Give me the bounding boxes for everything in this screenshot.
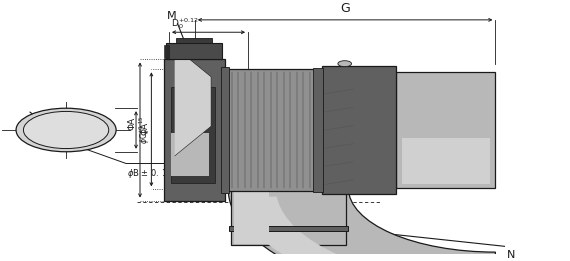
Bar <box>229 226 348 232</box>
Bar <box>234 189 269 244</box>
Bar <box>165 60 225 200</box>
Text: F: F <box>174 125 179 134</box>
Text: N: N <box>507 250 515 259</box>
Text: $\phi$B ± 0. 10: $\phi$B ± 0. 10 <box>128 167 174 180</box>
PathPatch shape <box>174 47 211 156</box>
Text: ΦA: ΦA <box>128 117 137 130</box>
Bar <box>171 87 215 183</box>
Wedge shape <box>235 197 477 261</box>
Text: M: M <box>168 11 177 21</box>
Bar <box>225 69 316 191</box>
Circle shape <box>16 108 116 152</box>
Bar <box>231 188 345 245</box>
Wedge shape <box>228 188 495 261</box>
Text: ΦA: ΦA <box>141 122 149 135</box>
Text: D$^{+0.12}_{0}$: D$^{+0.12}_{0}$ <box>170 16 198 31</box>
Circle shape <box>23 111 109 149</box>
Bar <box>221 67 229 193</box>
Bar <box>176 38 213 43</box>
Bar <box>396 72 495 188</box>
Text: $\phi$C$^{+0.15}_{0}$: $\phi$C$^{+0.15}_{0}$ <box>137 115 152 144</box>
Bar <box>165 45 169 58</box>
Circle shape <box>338 61 352 67</box>
Bar <box>166 43 222 60</box>
Bar <box>313 68 323 192</box>
Text: G: G <box>340 2 350 15</box>
Bar <box>322 66 396 194</box>
Bar <box>402 138 490 185</box>
Bar <box>171 133 209 176</box>
